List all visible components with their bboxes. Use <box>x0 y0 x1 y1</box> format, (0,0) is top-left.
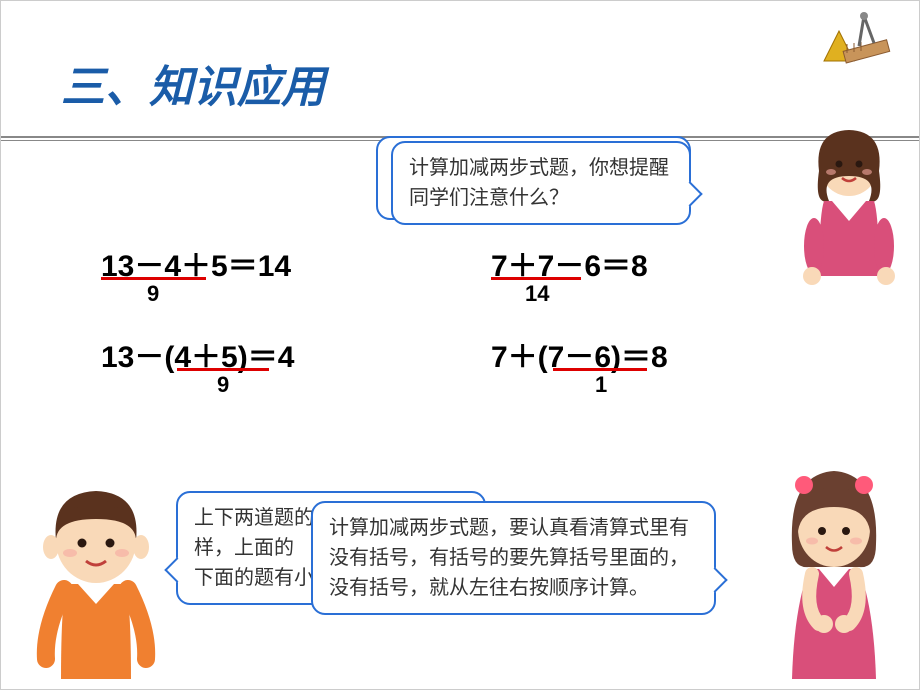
equation-cell: 13－(4＋5)＝4 9 <box>101 332 491 376</box>
decoration-icon <box>814 11 894 71</box>
bubble-text: 计算加减两步式题，你想提醒同学们注意什么？ <box>409 157 669 209</box>
speech-bubble-girl: 计算加减两步式题，要认真看清算式里有没有括号，有括号的要先算括号里面的，没有括号… <box>311 501 716 615</box>
boy-character <box>26 479 166 679</box>
bubble-pointer <box>677 181 702 206</box>
equation-cell: 13－4＋5＝14 9 <box>101 241 491 285</box>
speech-bubble-teacher: 计算加减两步式题，你想提醒同学们注意什么？ <box>391 141 691 225</box>
bubble-pointer <box>702 567 727 592</box>
equation-cell: 7＋7－6＝8 14 <box>491 241 831 285</box>
slide: 三、知识应用 仔打 计算加减两步式题，你想提醒同学们注意什么？ <box>0 0 920 690</box>
underline <box>101 277 206 280</box>
intermediate-value: 14 <box>525 281 549 307</box>
intermediate-value: 9 <box>147 281 159 307</box>
underline <box>491 277 581 280</box>
bubble-pointer <box>164 557 189 582</box>
equations-block: 13－4＋5＝14 9 7＋7－6＝8 14 13－(4＋5)＝4 9 7＋(7… <box>101 241 849 378</box>
intermediate-value: 1 <box>595 372 607 398</box>
underline <box>177 368 269 371</box>
bubble-text: 计算加减两步式题，要认真看清算式里有没有括号，有括号的要先算括号里面的，没有括号… <box>329 517 689 599</box>
girl-character <box>764 459 904 679</box>
equation-cell: 7＋(7－6)＝8 1 <box>491 332 831 376</box>
section-title: 三、知识应用 <box>61 51 325 115</box>
equation-row: 13－(4＋5)＝4 9 7＋(7－6)＝8 1 <box>101 332 849 376</box>
underline <box>553 368 647 371</box>
intermediate-value: 9 <box>217 372 229 398</box>
equation-row: 13－4＋5＝14 9 7＋7－6＝8 14 <box>101 241 849 285</box>
